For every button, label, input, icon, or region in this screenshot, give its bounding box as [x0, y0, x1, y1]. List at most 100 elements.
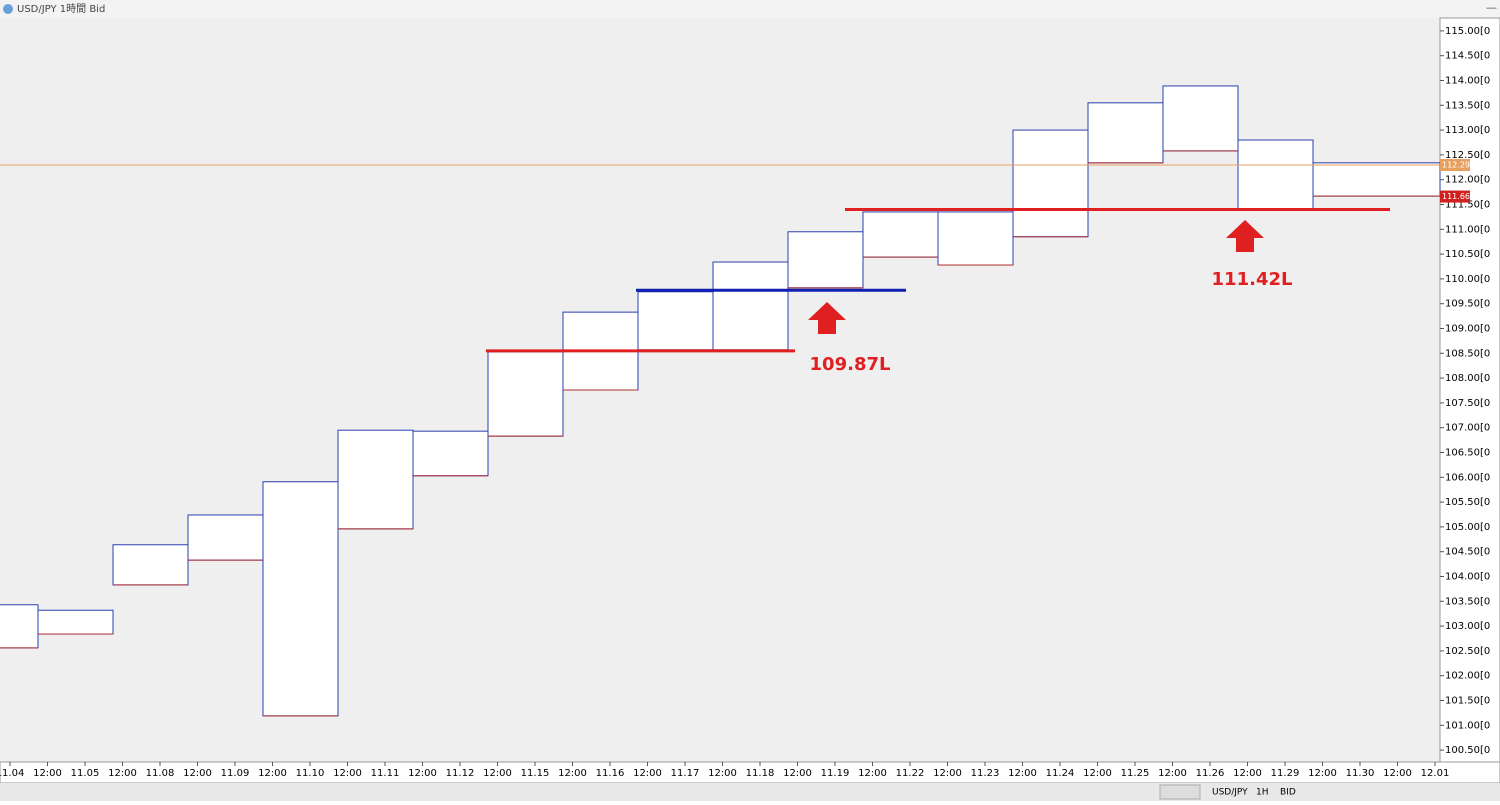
y-tick-label: 111.50[0 [1445, 199, 1490, 210]
y-tick-label: 113.50[0 [1445, 100, 1490, 111]
x-tick-label: 11.26 [1196, 768, 1225, 779]
range-box [1162, 85, 1239, 152]
range-box [187, 514, 264, 561]
y-tick-label: 102.50[0 [1445, 646, 1490, 657]
arrow-up [808, 302, 846, 334]
y-tick-label: 109.50[0 [1445, 299, 1490, 310]
symbol-select[interactable]: USD/JPY [1212, 788, 1248, 798]
x-tick-label: 12:00 [1383, 768, 1412, 779]
y-tick-label: 109.00[0 [1445, 323, 1490, 334]
x-tick-label: 12:00 [558, 768, 587, 779]
y-tick-label: 110.50[0 [1445, 249, 1490, 260]
range-box [1087, 102, 1164, 164]
y-tick-label: 106.00[0 [1445, 472, 1490, 483]
x-tick-label: 12:00 [858, 768, 887, 779]
x-tick-label: 12:00 [483, 768, 512, 779]
price-axis [1439, 17, 1500, 763]
y-tick-label: 114.50[0 [1445, 51, 1490, 62]
y-tick-label: 110.00[0 [1445, 274, 1490, 285]
y-tick-label: 106.50[0 [1445, 447, 1490, 458]
range-box [862, 211, 939, 258]
y-tick-label: 108.50[0 [1445, 348, 1490, 359]
x-tick-label: 12:00 [933, 768, 962, 779]
x-tick-label: 12:00 [1083, 768, 1112, 779]
price-badge-label: 112.29[6 [1442, 161, 1478, 170]
window-title: USD/JPY 1時間 Bid [17, 3, 105, 15]
y-tick-label: 104.50[0 [1445, 547, 1490, 558]
x-tick-label: 12:00 [183, 768, 212, 779]
status-bar [0, 783, 1500, 801]
x-tick-label: 11.19 [821, 768, 850, 779]
x-tick-label: 11.22 [896, 768, 925, 779]
timeframe-select[interactable]: 1H [1256, 788, 1269, 798]
price-select[interactable]: BID [1280, 788, 1296, 798]
x-tick-label: 11.23 [971, 768, 1000, 779]
x-tick-label: 12:00 [708, 768, 737, 779]
range-box [337, 429, 414, 530]
x-tick-label: 12:00 [783, 768, 812, 779]
y-tick-label: 112.50[0 [1445, 150, 1490, 161]
range-box [712, 261, 789, 351]
app-icon [3, 4, 13, 14]
range-box [787, 231, 864, 289]
price-badge-label: 111.66[0 [1442, 192, 1478, 201]
x-tick-label: 12.01 [1421, 768, 1450, 779]
range-box [412, 430, 489, 477]
minimize-button[interactable]: — [1486, 1, 1497, 14]
x-tick-label: 11.17 [671, 768, 700, 779]
range-box [37, 609, 114, 635]
range-box [1012, 129, 1089, 238]
x-tick-label: 12:00 [1308, 768, 1337, 779]
x-tick-label: 11.05 [71, 768, 100, 779]
y-tick-label: 100.50[0 [1445, 745, 1490, 756]
price-badge [1440, 159, 1470, 172]
y-tick-label: 107.50[0 [1445, 398, 1490, 409]
x-tick-label: 12:00 [1008, 768, 1037, 779]
x-tick-label: 11.16 [596, 768, 625, 779]
y-tick-label: 105.50[0 [1445, 497, 1490, 508]
title-bar [0, 0, 1500, 18]
x-tick-label: 11.12 [446, 768, 475, 779]
y-tick-label: 113.00[0 [1445, 125, 1490, 136]
x-tick-label: 11.15 [521, 768, 550, 779]
x-tick-label: 12:00 [258, 768, 287, 779]
y-tick-label: 114.00[0 [1445, 75, 1490, 86]
price-badge [1440, 190, 1470, 203]
range-box [487, 351, 564, 437]
x-tick-label: 11.18 [746, 768, 775, 779]
range-box [262, 481, 339, 717]
x-tick-label: 11.10 [296, 768, 325, 779]
x-tick-label: 12:00 [633, 768, 662, 779]
annotation: 111.42L [1212, 269, 1293, 290]
arrow-up [1226, 220, 1264, 252]
x-tick-label: 12:00 [33, 768, 62, 779]
y-tick-label: 101.00[0 [1445, 720, 1490, 731]
range-box [1237, 139, 1314, 211]
x-tick-label: 11.09 [221, 768, 250, 779]
x-tick-label: 11.24 [1046, 768, 1075, 779]
x-tick-label: 11.30 [1346, 768, 1375, 779]
scrollbar[interactable] [1159, 784, 1201, 800]
y-tick-label: 112.00[0 [1445, 175, 1490, 186]
y-tick-label: 103.00[0 [1445, 621, 1490, 632]
x-tick-label: 12:00 [333, 768, 362, 779]
x-tick-label: 12:00 [408, 768, 437, 779]
y-tick-label: 102.00[0 [1445, 671, 1490, 682]
x-tick-label: 11.08 [146, 768, 175, 779]
y-tick-label: 115.00[0 [1445, 26, 1490, 37]
y-tick-label: 105.00[0 [1445, 522, 1490, 533]
y-tick-label: 108.00[0 [1445, 373, 1490, 384]
x-tick-label: 11.04 [0, 768, 24, 779]
range-box [0, 604, 39, 649]
y-tick-label: 111.00[0 [1445, 224, 1490, 235]
range-box [937, 211, 1014, 266]
y-tick-label: 103.50[0 [1445, 596, 1490, 607]
x-tick-label: 12:00 [1158, 768, 1187, 779]
x-tick-label: 12:00 [1233, 768, 1262, 779]
y-tick-label: 101.50[0 [1445, 695, 1490, 706]
x-tick-label: 11.11 [371, 768, 400, 779]
range-box [637, 291, 714, 351]
range-box [1312, 162, 1441, 197]
